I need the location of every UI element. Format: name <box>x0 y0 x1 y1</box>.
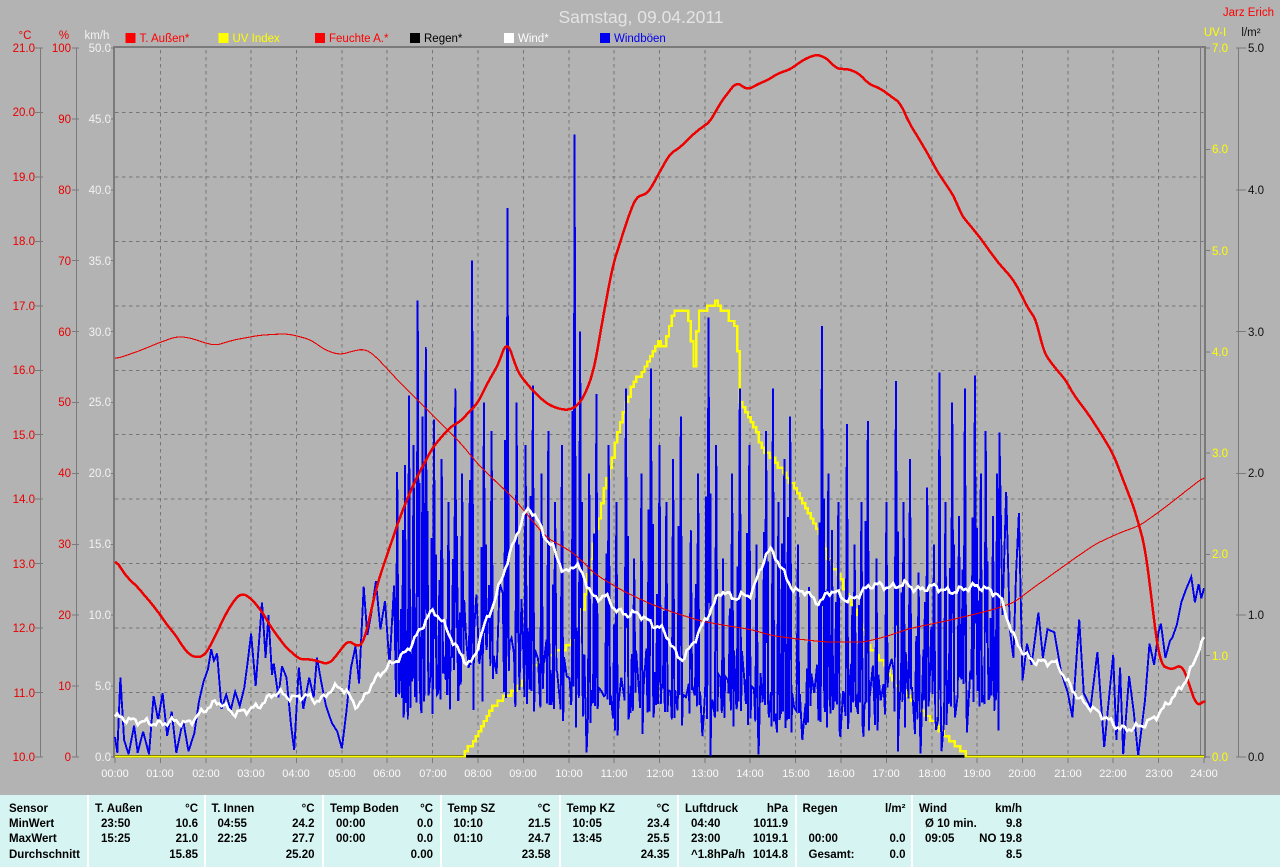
svg-text:3.0: 3.0 <box>1248 327 1264 339</box>
svg-text:04:00: 04:00 <box>282 768 310 780</box>
svg-text:5.0: 5.0 <box>1212 246 1228 258</box>
svg-text:60: 60 <box>58 327 71 339</box>
svg-text:50: 50 <box>58 397 71 409</box>
svg-text:30: 30 <box>58 539 71 551</box>
svg-text:T. Außen*: T. Außen* <box>140 33 190 45</box>
svg-text:19:00: 19:00 <box>963 768 991 780</box>
svg-text:10.0: 10.0 <box>13 752 35 764</box>
svg-text:12:00: 12:00 <box>646 768 674 780</box>
svg-text:06:00: 06:00 <box>373 768 401 780</box>
svg-text:22:00: 22:00 <box>1099 768 1127 780</box>
svg-text:15.0: 15.0 <box>89 539 111 551</box>
svg-text:Windböen: Windböen <box>614 33 666 45</box>
svg-text:05:00: 05:00 <box>328 768 356 780</box>
svg-text:100: 100 <box>52 43 71 55</box>
svg-text:70: 70 <box>58 256 71 268</box>
svg-text:07:00: 07:00 <box>419 768 447 780</box>
svg-text:11:00: 11:00 <box>601 768 628 780</box>
svg-text:20.0: 20.0 <box>89 468 111 480</box>
svg-text:1.0: 1.0 <box>1212 651 1228 663</box>
svg-text:%: % <box>59 30 69 42</box>
svg-text:11.0: 11.0 <box>13 688 35 700</box>
svg-text:3.0: 3.0 <box>1212 448 1228 460</box>
svg-text:Wind*: Wind* <box>518 33 549 45</box>
svg-text:13.0: 13.0 <box>13 559 35 571</box>
svg-text:20:00: 20:00 <box>1008 768 1036 780</box>
svg-text:03:00: 03:00 <box>237 768 265 780</box>
svg-text:40: 40 <box>58 468 71 480</box>
svg-text:10.0: 10.0 <box>89 610 111 622</box>
svg-text:20: 20 <box>58 610 71 622</box>
svg-text:7.0: 7.0 <box>1212 43 1228 55</box>
svg-text:4.0: 4.0 <box>1212 347 1228 359</box>
svg-text:40.0: 40.0 <box>89 185 111 197</box>
svg-text:08:00: 08:00 <box>464 768 492 780</box>
svg-text:16:00: 16:00 <box>827 768 855 780</box>
svg-text:UV-I: UV-I <box>1204 27 1226 39</box>
svg-text:21:00: 21:00 <box>1054 768 1082 780</box>
svg-text:Jarz Erich: Jarz Erich <box>1223 7 1274 19</box>
svg-text:0.0: 0.0 <box>95 752 111 764</box>
svg-text:18:00: 18:00 <box>918 768 946 780</box>
svg-text:16.0: 16.0 <box>13 365 35 377</box>
svg-text:0.0: 0.0 <box>1248 752 1264 764</box>
svg-text:1.0: 1.0 <box>1248 610 1264 622</box>
svg-text:18.0: 18.0 <box>13 236 35 248</box>
svg-text:13:00: 13:00 <box>691 768 719 780</box>
svg-text:5.0: 5.0 <box>1248 43 1264 55</box>
svg-text:17.0: 17.0 <box>13 301 35 313</box>
svg-text:50.0: 50.0 <box>89 43 111 55</box>
svg-text:l/m²: l/m² <box>1241 27 1260 39</box>
svg-text:Samstag, 09.04.2011: Samstag, 09.04.2011 <box>558 7 723 27</box>
svg-text:35.0: 35.0 <box>89 256 111 268</box>
svg-text:25.0: 25.0 <box>89 397 111 409</box>
svg-text:19.0: 19.0 <box>13 172 35 184</box>
svg-text:4.0: 4.0 <box>1248 185 1264 197</box>
svg-text:45.0: 45.0 <box>89 114 111 126</box>
svg-text:90: 90 <box>58 114 71 126</box>
svg-text:15.0: 15.0 <box>13 430 35 442</box>
svg-text:24:00: 24:00 <box>1190 768 1218 780</box>
svg-text:2.0: 2.0 <box>1248 468 1264 480</box>
svg-text:00:00: 00:00 <box>101 768 129 780</box>
svg-text:km/h: km/h <box>85 30 110 42</box>
svg-text:20.0: 20.0 <box>13 107 35 119</box>
svg-text:21.0: 21.0 <box>13 43 35 55</box>
svg-text:23:00: 23:00 <box>1145 768 1173 780</box>
svg-text:17:00: 17:00 <box>872 768 900 780</box>
svg-text:2.0: 2.0 <box>1212 549 1228 561</box>
svg-text:UV Index: UV Index <box>233 33 281 45</box>
svg-text:01:00: 01:00 <box>146 768 174 780</box>
svg-text:80: 80 <box>58 185 71 197</box>
svg-text:02:00: 02:00 <box>192 768 220 780</box>
svg-text:Feuchte A.*: Feuchte A.* <box>329 33 389 45</box>
svg-text:5.0: 5.0 <box>95 681 111 693</box>
svg-text:15:00: 15:00 <box>782 768 810 780</box>
svg-text:°C: °C <box>19 30 32 42</box>
svg-text:14.0: 14.0 <box>13 494 35 506</box>
svg-text:0: 0 <box>65 752 71 764</box>
svg-text:12.0: 12.0 <box>13 623 35 635</box>
svg-text:10: 10 <box>58 681 71 693</box>
svg-text:30.0: 30.0 <box>89 327 111 339</box>
svg-text:14:00: 14:00 <box>736 768 764 780</box>
svg-text:Regen*: Regen* <box>424 33 463 45</box>
svg-text:09:00: 09:00 <box>509 768 537 780</box>
svg-text:10:00: 10:00 <box>555 768 583 780</box>
svg-text:0.0: 0.0 <box>1212 752 1228 764</box>
svg-text:6.0: 6.0 <box>1212 144 1228 156</box>
